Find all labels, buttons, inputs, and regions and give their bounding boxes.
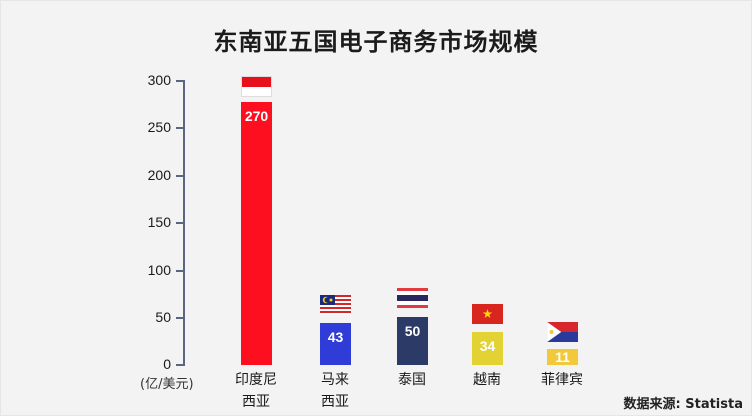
bar-malaysia: 43 (320, 323, 351, 365)
y-tick-300 (176, 80, 184, 82)
y-tick-label: 300 (147, 72, 171, 88)
y-tick-0 (176, 364, 184, 366)
bar-value: 50 (404, 323, 421, 339)
y-tick-label: 50 (155, 309, 171, 325)
y-axis-unit: (亿/美元) (140, 377, 194, 392)
y-tick-100 (176, 270, 184, 272)
bar-vietnam: 34 (472, 332, 503, 365)
malaysia-flag-icon (320, 295, 351, 315)
bar-value: 270 (244, 108, 269, 124)
bar-value: 34 (479, 338, 496, 354)
x-label-line: 泰国 (398, 372, 426, 388)
x-label-line: 西亚 (321, 394, 349, 410)
x-label-line: 越南 (473, 372, 501, 388)
philippines-flag-icon (547, 322, 578, 342)
x-label-vietnam: 越南 (457, 369, 517, 391)
x-label-line: 马来 (321, 372, 349, 388)
x-label-line: 菲律宾 (541, 372, 583, 388)
x-label-line: 西亚 (242, 394, 270, 410)
thailand-flag-icon (397, 288, 428, 308)
y-tick-200 (176, 175, 184, 177)
y-tick-50 (176, 317, 184, 319)
y-axis-line (183, 80, 185, 366)
x-label-indonesia: 印度尼 西亚 (226, 369, 286, 413)
y-tick-label: 200 (147, 167, 171, 183)
bar-value: 11 (555, 349, 570, 365)
chart-title: 东南亚五国电子商务市场规模 (213, 28, 539, 56)
y-tick-label: 0 (163, 356, 171, 372)
indonesia-flag-icon (241, 76, 272, 97)
y-tick-label: 150 (147, 214, 171, 230)
y-tick-150 (176, 222, 184, 224)
bar-thailand: 50 (397, 317, 428, 365)
vietnam-flag-icon (472, 304, 503, 324)
x-label-thailand: 泰国 (382, 369, 442, 391)
bar-indonesia: 270 (241, 102, 272, 365)
bar-value: 43 (327, 329, 344, 345)
y-tick-label: 250 (147, 119, 171, 135)
y-tick-250 (176, 127, 184, 129)
y-tick-label: 100 (147, 262, 171, 278)
x-label-line: 印度尼 (235, 372, 277, 388)
x-label-malaysia: 马来 西亚 (305, 369, 365, 413)
bar-philippines: 11 (547, 349, 578, 365)
x-label-philippines: 菲律宾 (532, 369, 592, 391)
data-source-note: 数据来源: Statista (623, 397, 743, 412)
